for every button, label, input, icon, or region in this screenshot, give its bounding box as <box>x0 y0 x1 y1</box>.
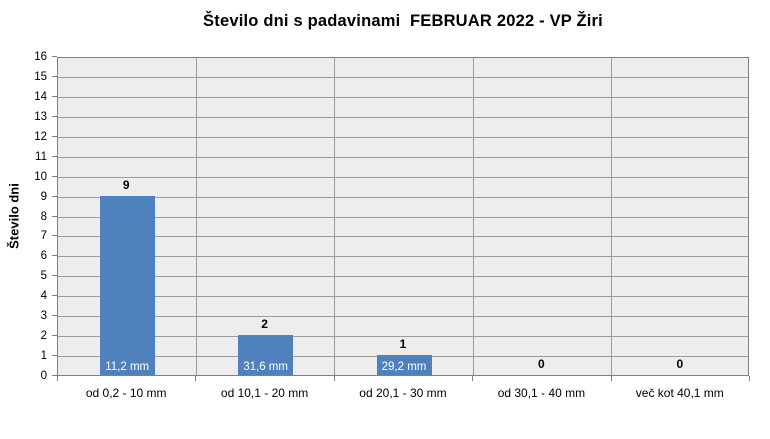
y-axis-tick-mark <box>52 95 57 97</box>
y-gridline <box>58 156 748 158</box>
y-axis-tick-mark <box>52 235 57 237</box>
y-axis-tick-label: 13 <box>34 110 47 123</box>
x-axis-tick-mark <box>195 376 197 381</box>
y-gridline <box>58 196 748 198</box>
x-axis-tick-mark <box>57 376 58 381</box>
y-gridline <box>58 276 748 278</box>
x-axis-category-label: več kot 40,1 mm <box>635 386 724 400</box>
y-axis-tick-mark <box>52 175 57 177</box>
y-gridline <box>58 116 748 118</box>
y-gridline <box>58 256 748 258</box>
y-axis-tick-label: 2 <box>40 330 47 343</box>
y-gridline <box>58 176 748 178</box>
y-gridline <box>58 216 748 218</box>
y-axis-tick-label: 3 <box>40 310 47 323</box>
bar-mm-label: 31,6 mm <box>243 361 288 373</box>
y-axis-tick-label: 4 <box>40 290 47 303</box>
bar-value-label: 2 <box>261 317 268 332</box>
y-axis-tick-label: 16 <box>34 51 47 63</box>
y-gridline <box>58 236 748 238</box>
y-axis-tick-label: 9 <box>40 190 47 203</box>
y-axis-tick-mark <box>52 195 57 197</box>
x-axis-category-label: od 0,2 - 10 mm <box>85 386 167 400</box>
plot-area: 11,2 mm 31,6 mm 29,2 mm <box>57 57 749 376</box>
y-axis-tick-label: 14 <box>34 90 47 103</box>
y-axis-tick-label: 12 <box>34 130 47 143</box>
bar-value-label: 0 <box>538 357 545 371</box>
y-gridline <box>58 316 748 318</box>
y-gridline <box>58 296 748 298</box>
y-axis-tick-mark <box>52 115 57 117</box>
bar-mm-label: 11,2 mm <box>105 361 150 373</box>
y-gridline <box>58 96 748 98</box>
y-axis-title: Število dni <box>6 183 22 249</box>
y-axis-tick-mark <box>52 355 57 357</box>
y-axis-tick-label: 11 <box>35 150 47 163</box>
y-axis-tick-label: 15 <box>34 70 47 83</box>
y-axis-tick-mark <box>52 56 57 57</box>
x-gridline <box>472 58 474 375</box>
y-gridline <box>58 136 748 138</box>
y-axis-tick-mark <box>52 375 57 376</box>
y-axis-tick-mark <box>52 255 57 257</box>
bar <box>238 335 294 375</box>
x-axis-tick-mark <box>749 376 750 381</box>
y-axis-tick-mark <box>52 295 57 297</box>
bar <box>376 355 432 375</box>
x-axis-category-label: od 10,1 - 20 mm <box>220 386 309 400</box>
bar-value-label: 1 <box>399 337 407 352</box>
x-axis-category-label: od 20,1 - 30 mm <box>359 386 447 400</box>
y-axis-tick-label: 6 <box>40 250 47 263</box>
y-axis-tick-label: 1 <box>40 350 47 363</box>
x-gridline <box>334 58 336 375</box>
y-axis-tick-mark <box>52 275 57 277</box>
y-axis-tick-mark <box>52 315 57 317</box>
y-axis-tick-mark <box>52 335 57 337</box>
x-axis-tick-mark <box>333 376 335 381</box>
y-axis-tick-label: 5 <box>40 270 47 283</box>
x-gridline <box>195 58 197 375</box>
y-axis-tick-mark <box>52 155 57 157</box>
bar-value-label: 9 <box>122 177 130 192</box>
y-axis-tick-label: 8 <box>40 210 47 223</box>
x-axis-tick-mark <box>472 376 474 381</box>
x-axis-category-label: od 30,1 - 40 mm <box>497 386 586 400</box>
bar <box>99 195 155 375</box>
y-axis-tick-mark <box>52 135 57 137</box>
y-axis-tick-mark <box>52 75 57 77</box>
y-axis-tick-label: 10 <box>34 170 47 183</box>
y-gridline <box>58 76 748 78</box>
y-axis-tick-label: 0 <box>40 370 47 382</box>
y-gridline <box>58 336 748 338</box>
x-axis-tick-mark <box>610 376 612 381</box>
bar-mm-label: 29,2 mm <box>381 361 427 373</box>
y-axis-tick-label: 7 <box>40 230 47 243</box>
bar-value-label: 0 <box>676 357 684 371</box>
x-gridline <box>611 58 613 375</box>
y-axis-tick-mark <box>52 215 57 217</box>
chart-title: Število dni s padavinami FEBRUAR 2022 - … <box>203 12 603 30</box>
